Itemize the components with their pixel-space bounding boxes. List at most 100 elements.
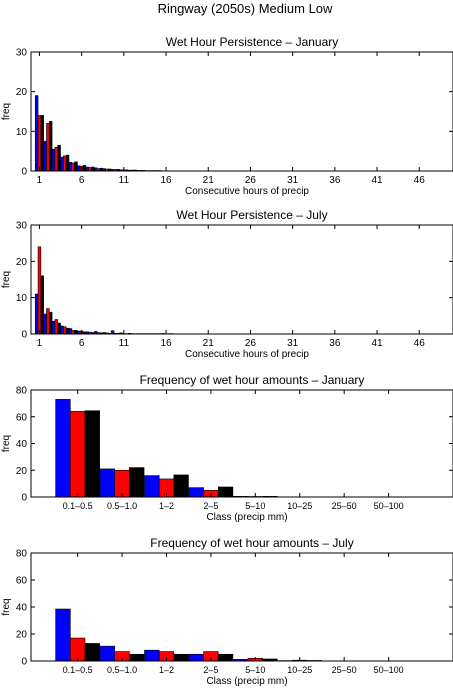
bar-series1-6: [77, 165, 81, 172]
bar-series3-1: [84, 643, 100, 662]
bar-series2-1: [37, 115, 42, 172]
y-tick-label: 30: [16, 48, 28, 59]
x-tick-label: 25–50: [332, 501, 357, 511]
bar-series1-1: [34, 95, 39, 172]
x-tick-label: 46: [414, 175, 426, 186]
bar-series3-3: [173, 474, 189, 498]
bar-series1-2: [43, 313, 47, 335]
bar-series2-2: [46, 308, 50, 335]
x-tick-label: 1–2: [159, 501, 174, 511]
x-tick-label: 41: [371, 338, 383, 349]
x-tick-label: 0.5–1.0: [107, 665, 137, 675]
bar-series3-6: [82, 165, 87, 172]
chart-title: Frequency of wet hour amounts – January: [140, 373, 365, 387]
y-tick-label: 60: [16, 576, 28, 587]
y-tick-label: 10: [16, 127, 28, 138]
y-axis-label: freq: [1, 435, 12, 452]
x-tick-label: 26: [245, 338, 257, 349]
x-tick-label: 6: [79, 175, 85, 186]
x-tick-label: 11: [119, 175, 130, 186]
y-tick-label: 0: [21, 657, 27, 668]
bar-series3-3: [173, 653, 189, 662]
x-tick-label: 1–2: [159, 665, 174, 675]
bar-series2-4: [63, 326, 67, 335]
x-axis-label: Class (precip mm): [206, 676, 287, 687]
bar-series3-2: [48, 311, 53, 335]
bar-series3-2: [48, 121, 53, 172]
bar-series3-4: [65, 154, 70, 172]
x-tick-label: 31: [287, 175, 299, 186]
y-tick-label: 0: [21, 167, 27, 178]
x-tick-label: 6: [79, 338, 85, 349]
bar-series1-4: [60, 156, 64, 172]
x-tick-label: 36: [329, 175, 341, 186]
bar-series3-1: [40, 275, 44, 335]
bar-series2-1: [70, 411, 86, 498]
x-tick-label: 5–10: [245, 501, 265, 511]
bar-series1-5: [68, 161, 73, 172]
x-axis-label: Consecutive hours of precip: [185, 186, 309, 197]
y-tick-label: 0: [21, 493, 27, 504]
chart-title: Wet Hour Persistence – July: [176, 208, 327, 222]
y-tick-label: 20: [16, 87, 28, 98]
bar-series2-4: [63, 155, 67, 172]
bar-series1-5: [68, 328, 73, 335]
chart-title: Frequency of wet hour amounts – July: [150, 536, 353, 550]
chart-title: Wet Hour Persistence – January: [166, 35, 339, 49]
bar-series1-3: [144, 649, 160, 662]
bar-series3-1: [84, 410, 100, 498]
bar-group: [34, 95, 171, 172]
bar-series1-1: [55, 608, 71, 662]
y-tick-label: 40: [16, 603, 28, 614]
y-tick-label: 0: [21, 330, 27, 341]
bar-series1-3: [144, 475, 160, 498]
x-tick-label: 21: [203, 175, 215, 186]
x-tick-label: 25–50: [332, 665, 357, 675]
plot-frame: [30, 51, 453, 172]
chart-panel-1: Wet Hour Persistence – January freq Consec…: [1, 35, 453, 197]
x-tick-label: 2–5: [203, 665, 218, 675]
bar-series1-2: [43, 140, 47, 172]
bar-series3-4: [65, 327, 70, 335]
bar-series3-2: [129, 653, 145, 662]
chart-panel-2: Wet Hour Persistence – July freq Consecuti…: [1, 208, 453, 360]
x-tick-label: 11: [119, 338, 130, 349]
bar-series3-1: [40, 115, 44, 172]
bar-group: [55, 399, 278, 498]
x-tick-label: 36: [329, 338, 341, 349]
y-tick-label: 40: [16, 439, 28, 450]
x-tick-label: 10–25: [287, 665, 312, 675]
bar-series3-4: [217, 653, 234, 662]
y-axis-label: freq: [1, 271, 12, 288]
y-tick-label: 20: [16, 630, 28, 641]
bar-series1-3: [51, 148, 56, 172]
y-tick-label: 30: [16, 221, 28, 232]
chart-panel-4: Frequency of wet hour amounts – July freq…: [1, 536, 453, 687]
y-axis-label: freq: [1, 598, 12, 615]
bar-series3-7: [91, 166, 95, 172]
x-tick-label: 21: [203, 338, 215, 349]
x-tick-label: 10–25: [287, 501, 312, 511]
bar-series1-4: [60, 325, 64, 335]
bar-series2-5: [71, 162, 75, 172]
x-tick-label: 2–5: [203, 501, 218, 511]
figure-suptitle: Ringway (2050s) Medium Low: [158, 1, 333, 16]
y-tick-label: 10: [16, 293, 28, 304]
x-tick-label: 26: [245, 175, 257, 186]
y-tick-label: 20: [16, 257, 28, 268]
bar-series2-5: [71, 330, 75, 335]
bar-series3-5: [74, 161, 78, 172]
y-tick-label: 80: [16, 549, 28, 560]
bar-series1-7: [85, 166, 89, 172]
x-axis-label: Consecutive hours of precip: [185, 349, 309, 360]
x-tick-label: 31: [287, 338, 299, 349]
bar-series3-3: [57, 322, 61, 335]
bar-series1-4: [188, 653, 204, 662]
x-tick-label: 41: [371, 175, 383, 186]
bar-series3-3: [57, 144, 61, 172]
bar-series2-3: [54, 146, 59, 172]
bar-series3-4: [217, 486, 234, 498]
chart-panel-3: Frequency of wet hour amounts – January f…: [1, 373, 453, 523]
bar-series1-2: [99, 645, 116, 662]
bar-series2-2: [46, 123, 50, 172]
